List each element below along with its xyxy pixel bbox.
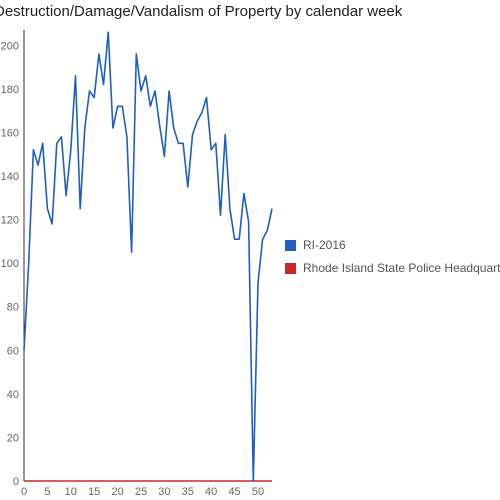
x-tick-label: 50 — [252, 486, 264, 498]
y-tick-label: 40 — [7, 389, 19, 401]
y-tick-label: 100 — [1, 258, 19, 270]
legend-label-ri-2016: RI-2016 — [303, 238, 346, 252]
y-axis-ticks: 0 20 40 60 80 100 120 140 160 180 200 — [1, 40, 19, 488]
x-tick-label: 0 — [21, 486, 27, 498]
y-tick-label: 120 — [1, 215, 19, 227]
y-tick-label: 0 — [13, 476, 19, 488]
x-tick-label: 45 — [228, 486, 240, 498]
legend-swatch-state-police-hq — [285, 262, 296, 274]
series-line-ri-2016 — [23, 31, 273, 482]
legend-label-state-police-hq: Rhode Island State Police Headquarters — [303, 261, 500, 275]
x-tick-label: 40 — [205, 486, 217, 498]
x-tick-label: 20 — [111, 486, 123, 498]
x-axis-ticks: 0 5 10 15 20 25 30 35 40 45 50 — [21, 486, 264, 498]
legend: RI-2016 Rhode Island State Police Headqu… — [285, 238, 500, 284]
x-tick-label: 35 — [182, 486, 194, 498]
y-tick-label: 80 — [7, 302, 19, 314]
series-layer — [23, 31, 273, 482]
x-tick-label: 30 — [158, 486, 170, 498]
x-tick-label: 10 — [65, 486, 77, 498]
legend-swatch-ri-2016 — [285, 239, 296, 251]
chart-title: Destruction/Damage/Vandalism of Property… — [0, 3, 403, 20]
legend-item-ri-2016[interactable]: RI-2016 — [285, 238, 500, 252]
y-tick-label: 160 — [1, 127, 19, 139]
y-tick-label: 180 — [1, 84, 19, 96]
x-tick-label: 15 — [88, 486, 100, 498]
legend-item-state-police-hq[interactable]: Rhode Island State Police Headquarters — [285, 261, 500, 275]
y-tick-label: 60 — [7, 345, 19, 357]
y-tick-label: 140 — [1, 171, 19, 183]
y-tick-label: 200 — [1, 40, 19, 52]
y-tick-label: 20 — [7, 432, 19, 444]
x-tick-label: 25 — [135, 486, 147, 498]
x-tick-label: 5 — [44, 486, 50, 498]
